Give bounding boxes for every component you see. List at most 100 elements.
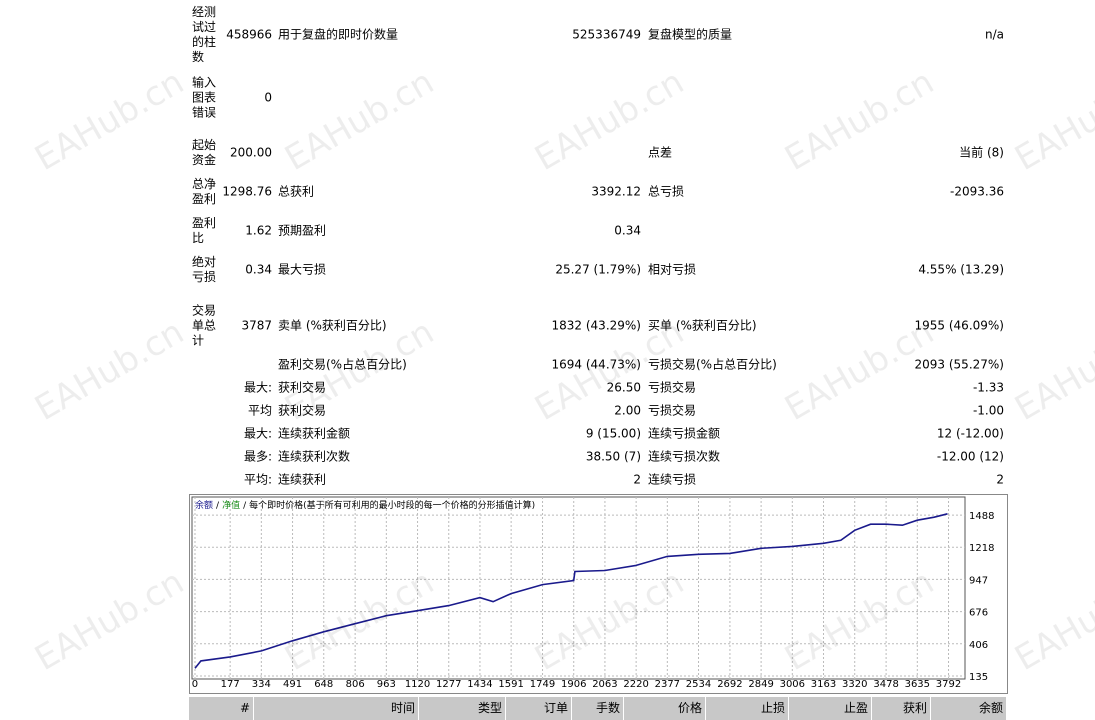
x-tick-label: 2377: [655, 679, 680, 690]
column-header: 订单: [506, 697, 572, 720]
x-tick-label: 1906: [561, 679, 586, 690]
column-header: 余额: [931, 697, 1007, 720]
report-cell: 1694 (44.73%): [551, 357, 641, 372]
report-cell: 相对亏损: [648, 262, 697, 277]
report-cell: 绝对亏损: [192, 255, 217, 284]
x-tick-label: 1591: [498, 679, 523, 690]
report-cell: 最大亏损: [278, 262, 327, 277]
report-cell: 连续获利金额: [278, 426, 351, 441]
report-cell: 2093 (55.27%): [914, 357, 1004, 372]
report-cell: 1.62: [245, 223, 272, 238]
report-cell: 38.50 (7): [585, 449, 641, 464]
column-header: 获利: [872, 697, 931, 720]
report-cell: 亏损交易: [648, 403, 697, 418]
x-tick-label: 3006: [780, 679, 805, 690]
column-header: #: [189, 697, 254, 720]
x-tick-label: 3478: [873, 679, 898, 690]
report-cell: 卖单 (%获利百分比): [278, 318, 387, 333]
plot-area: [191, 496, 966, 680]
balance-line: [194, 513, 948, 669]
report-cell: 总亏损: [648, 184, 685, 199]
report-cell: -2093.36: [950, 184, 1004, 199]
y-tick-label: 947: [969, 575, 988, 586]
report-cell: -1.00: [972, 403, 1004, 418]
column-header: 止盈: [789, 697, 872, 720]
report-cell: 亏损交易: [648, 380, 697, 395]
report-cell: 2.00: [614, 403, 641, 418]
column-header: 止损: [706, 697, 789, 720]
y-tick-label: 1218: [969, 543, 994, 554]
report-cell: 9 (15.00): [585, 426, 641, 441]
column-header: 时间: [254, 697, 419, 720]
report-cell: 交易单总计: [192, 303, 217, 348]
report-cell: 4.55% (13.29): [918, 262, 1004, 277]
report-cell: 连续获利: [278, 472, 327, 487]
report-cell: 最多:: [243, 449, 272, 464]
report-cell: 连续获利次数: [278, 449, 351, 464]
report-cell: 458966: [226, 27, 272, 42]
column-header: 手数: [572, 697, 624, 720]
report-cell: 0.34: [245, 262, 272, 277]
x-tick-label: 806: [346, 679, 365, 690]
column-header: 类型: [419, 697, 506, 720]
report-cell: 盈利比: [192, 216, 217, 245]
report-cell: 经测试过的柱数: [192, 5, 217, 64]
report-cell: 当前 (8): [959, 145, 1004, 160]
x-tick-label: 177: [221, 679, 240, 690]
report-cell: 亏损交易(%占总百分比): [648, 357, 777, 372]
report-cell: 起始资金: [192, 138, 217, 167]
report-cell: 总净盈利: [192, 177, 217, 206]
x-tick-label: 3320: [842, 679, 867, 690]
x-tick-label: 1434: [467, 679, 492, 690]
y-tick-label: 135: [969, 672, 988, 683]
y-tick-label: 1488: [969, 511, 994, 522]
x-tick-label: 2692: [717, 679, 742, 690]
report-cell: -1.33: [972, 380, 1004, 395]
report-cell: 平均: [247, 403, 272, 418]
x-tick-label: 1749: [530, 679, 555, 690]
report-cell: 25.27 (1.79%): [555, 262, 641, 277]
report-cell: 3392.12: [591, 184, 641, 199]
x-tick-label: 2063: [592, 679, 617, 690]
report-cell: 买单 (%获利百分比): [648, 318, 757, 333]
report-cell: n/a: [984, 27, 1004, 42]
report-cell: 总获利: [278, 184, 315, 199]
legend-item: 余额: [195, 499, 213, 511]
report-cell: 盈利交易(%占总百分比): [278, 357, 407, 372]
x-tick-label: 963: [377, 679, 396, 690]
x-tick-label: 0: [192, 679, 198, 690]
report-cell: 3787: [241, 318, 272, 333]
trades-header: # 时间 类型 订单 手数 价格 止损 止盈 获利 余额: [189, 697, 1007, 720]
report-cell: -12.00 (12): [936, 449, 1004, 464]
report-cell: 获利交易: [278, 403, 327, 418]
report-cell: 0: [264, 90, 272, 105]
legend-title: 每个即时价格(基于所有可利用的最小时段的每一个价格的分形插值计算): [249, 499, 535, 511]
x-tick-label: 1277: [436, 679, 461, 690]
x-tick-label: 3635: [905, 679, 930, 690]
x-tick-label: 334: [252, 679, 271, 690]
report-cell: 连续亏损次数: [648, 449, 721, 464]
x-tick-label: 3792: [936, 679, 961, 690]
report-cell: 预期盈利: [278, 223, 327, 238]
x-tick-label: 2849: [748, 679, 773, 690]
report-cell: 输入图表错误: [192, 75, 217, 120]
report-cell: 复盘模型的质量: [648, 27, 733, 42]
x-tick-label: 2534: [686, 679, 711, 690]
report-cell: 获利交易: [278, 380, 327, 395]
x-tick-label: 491: [283, 679, 302, 690]
x-tick-label: 2220: [623, 679, 648, 690]
report-cell: 用于复盘的即时价数量: [278, 27, 399, 42]
report-cell: 200.00: [230, 145, 272, 160]
legend: 余额 / 净值 / 每个即时价格(基于所有可利用的最小时段的每一个价格的分形插值计算): [195, 499, 535, 511]
y-tick-label: 406: [969, 640, 988, 651]
report-cell: 0.34: [614, 223, 641, 238]
report-cell: 点差: [648, 145, 673, 160]
column-header: 价格: [624, 697, 706, 720]
y-tick-label: 676: [969, 608, 988, 619]
report-cell: 1832 (43.29%): [551, 318, 641, 333]
report-cell: 1298.76: [222, 184, 272, 199]
report-cell: 12 (-12.00): [936, 426, 1004, 441]
report-cell: 26.50: [606, 380, 641, 395]
